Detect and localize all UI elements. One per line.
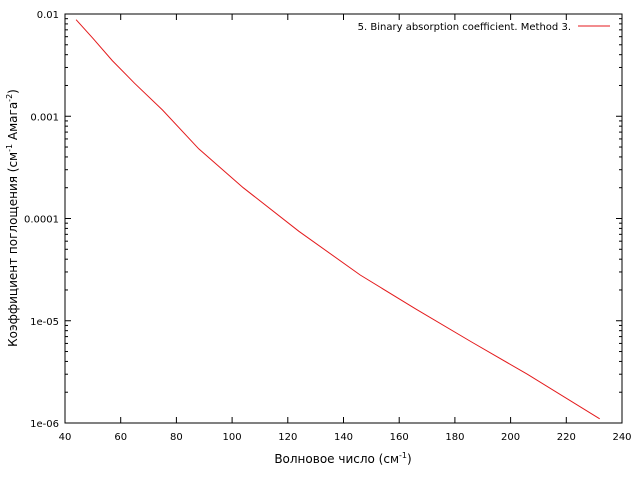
y-tick-label: 1e-06 <box>30 419 59 430</box>
legend: 5. Binary absorption coefficient. Method… <box>358 22 610 33</box>
series-line <box>75 19 600 420</box>
x-tick-label: 140 <box>334 432 353 443</box>
x-tick-label: 160 <box>390 432 409 443</box>
x-tick-label: 220 <box>557 432 576 443</box>
y-tick-label: 0.001 <box>30 112 59 123</box>
series-layer <box>75 19 600 420</box>
y-tick-label: 0.0001 <box>24 215 59 226</box>
y-axis-title: Коэффициент поглощения (см-1 Амага-2) <box>5 89 20 347</box>
x-tick-label: 120 <box>278 432 297 443</box>
plot-frame <box>64 13 623 424</box>
y-axis-ticks: 0.01 0.001 0.0001 1e-05 1e-06 <box>24 10 622 430</box>
y-tick-label: 1e-05 <box>30 317 59 328</box>
y-tick-label: 0.01 <box>37 10 59 21</box>
x-tick-label: 40 <box>59 432 72 443</box>
x-tick-label: 200 <box>501 432 520 443</box>
x-axis-ticks: 40 60 80 100 120 140 160 180 200 220 240 <box>59 14 632 443</box>
x-tick-label: 180 <box>445 432 464 443</box>
x-tick-label: 100 <box>223 432 242 443</box>
x-tick-label: 80 <box>170 432 183 443</box>
x-tick-label: 60 <box>114 432 127 443</box>
x-axis-title: Волновое число (см-1) <box>274 451 411 466</box>
x-tick-label: 240 <box>612 432 631 443</box>
legend-label: 5. Binary absorption coefficient. Method… <box>358 22 571 33</box>
